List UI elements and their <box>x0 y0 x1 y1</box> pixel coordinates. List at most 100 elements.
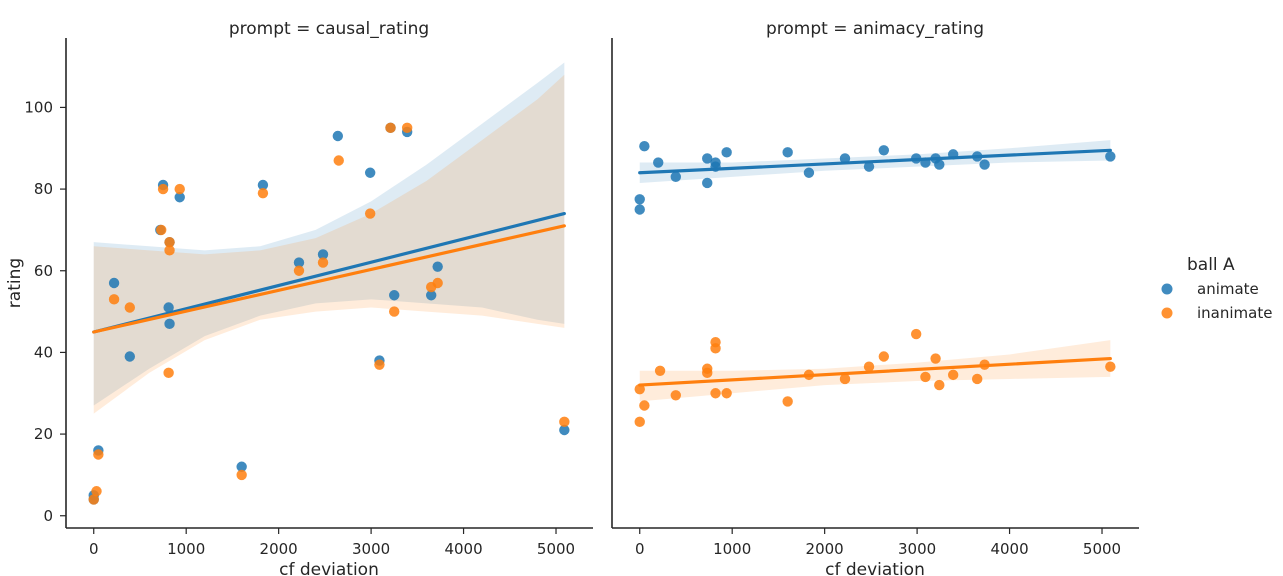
fit-line-animate <box>92 211 566 334</box>
data-point-animate <box>426 290 437 301</box>
panel-title-causal: prompt = causal_rating <box>229 19 429 39</box>
fit-line-inanimate <box>92 224 566 334</box>
data-point-inanimate <box>432 277 443 289</box>
x-tick-label: 3000 <box>352 540 390 558</box>
data-point-inanimate <box>164 245 175 256</box>
data-point-animate <box>863 161 875 172</box>
legend: ball A animate inanimate <box>1161 255 1272 322</box>
data-point-inanimate <box>920 371 931 383</box>
data-point-inanimate <box>947 369 959 381</box>
data-point-animate <box>293 257 305 268</box>
data-point-animate <box>108 277 120 289</box>
y-axis-label: rating <box>5 258 25 308</box>
data-point-animate <box>721 147 732 158</box>
data-point-inanimate <box>710 343 721 354</box>
x-tick-label: 2000 <box>806 540 844 558</box>
data-point-inanimate <box>634 383 645 395</box>
x-tick-label: 5000 <box>1083 540 1121 558</box>
x-tick-label: 4000 <box>444 540 482 558</box>
ci-band-inanimate <box>93 74 565 414</box>
data-point-animate <box>236 461 247 472</box>
data-point-inanimate <box>93 449 104 460</box>
data-point-animate <box>389 290 400 301</box>
data-point-animate <box>702 177 713 189</box>
fit-line-animate <box>638 148 1112 175</box>
x-tick-label: 2000 <box>260 540 298 558</box>
data-point-inanimate <box>401 122 413 134</box>
x-axis-label-causal: cf deviation <box>279 560 379 576</box>
y-tick-label: 0 <box>43 507 53 525</box>
x-tick-label: 4000 <box>990 540 1028 558</box>
data-point-inanimate <box>654 365 666 376</box>
x-tick-label: 3000 <box>898 540 936 558</box>
data-point-animate <box>163 302 174 313</box>
data-point-inanimate <box>88 494 99 505</box>
data-point-inanimate <box>317 257 329 268</box>
data-point-animate <box>803 167 815 178</box>
legend-label-animate: animate <box>1197 280 1259 298</box>
data-point-inanimate <box>634 416 645 428</box>
data-point-animate <box>839 153 851 164</box>
data-point-inanimate <box>374 359 385 370</box>
y-tick-label: 40 <box>34 343 53 361</box>
panel-causal-rating: prompt = causal_rating 0 1000 2000 3000 4000… <box>5 19 593 576</box>
data-point-inanimate <box>863 361 875 372</box>
data-point-animate <box>124 351 135 362</box>
ci-band-animate <box>93 62 565 406</box>
x-axis-label-animacy: cf deviation <box>825 560 925 576</box>
plot-area-causal <box>88 62 570 505</box>
data-point-inanimate <box>174 183 185 195</box>
y-tick-label: 100 <box>24 98 53 116</box>
fit-line-inanimate <box>638 356 1112 387</box>
data-point-animate <box>559 424 570 436</box>
data-point-inanimate <box>878 351 890 362</box>
data-point-animate <box>1105 151 1116 162</box>
data-point-inanimate <box>385 122 396 134</box>
x-ticks-causal: 0 1000 2000 3000 4000 5000 <box>89 528 575 558</box>
x-tick-label: 0 <box>635 540 645 558</box>
x-tick-label: 1000 <box>167 540 205 558</box>
data-point-inanimate <box>157 183 169 195</box>
data-point-animate <box>639 141 650 152</box>
data-point-inanimate <box>163 367 174 379</box>
data-point-animate <box>979 159 990 170</box>
data-point-animate <box>317 249 329 260</box>
data-point-inanimate <box>782 396 793 407</box>
data-point-inanimate <box>1105 361 1116 372</box>
data-point-animate <box>782 147 793 158</box>
data-point-animate <box>878 145 890 156</box>
data-point-inanimate <box>710 388 721 399</box>
data-point-inanimate <box>236 469 247 481</box>
legend-label-inanimate: inanimate <box>1197 304 1272 322</box>
data-point-animate <box>634 204 645 215</box>
data-point-inanimate <box>364 208 376 219</box>
legend-marker-inanimate <box>1161 307 1173 319</box>
data-point-inanimate <box>639 400 650 411</box>
data-point-animate <box>653 157 664 168</box>
data-point-inanimate <box>124 302 135 313</box>
data-point-inanimate <box>164 236 175 248</box>
data-point-inanimate <box>108 294 120 305</box>
data-point-inanimate <box>257 187 269 199</box>
data-point-animate <box>670 171 681 183</box>
plot-area-animacy <box>634 140 1116 428</box>
data-point-inanimate <box>910 328 922 340</box>
panel-title-animacy: prompt = animacy_rating <box>766 19 984 39</box>
x-tick-label: 5000 <box>537 540 575 558</box>
data-point-inanimate <box>91 486 102 497</box>
y-ticks-causal: 0 20 40 60 80 100 <box>24 98 66 525</box>
data-point-inanimate <box>721 388 732 399</box>
data-point-inanimate <box>333 155 344 166</box>
data-point-animate <box>634 194 645 205</box>
data-point-inanimate <box>559 416 570 428</box>
data-point-inanimate <box>670 390 681 401</box>
legend-title: ball A <box>1187 255 1235 275</box>
data-point-inanimate <box>389 306 400 317</box>
data-point-inanimate <box>156 224 167 236</box>
data-point-animate <box>174 192 185 203</box>
data-point-inanimate <box>293 265 305 276</box>
y-tick-label: 20 <box>34 425 53 443</box>
data-point-animate <box>332 130 344 142</box>
y-tick-label: 60 <box>34 262 53 280</box>
